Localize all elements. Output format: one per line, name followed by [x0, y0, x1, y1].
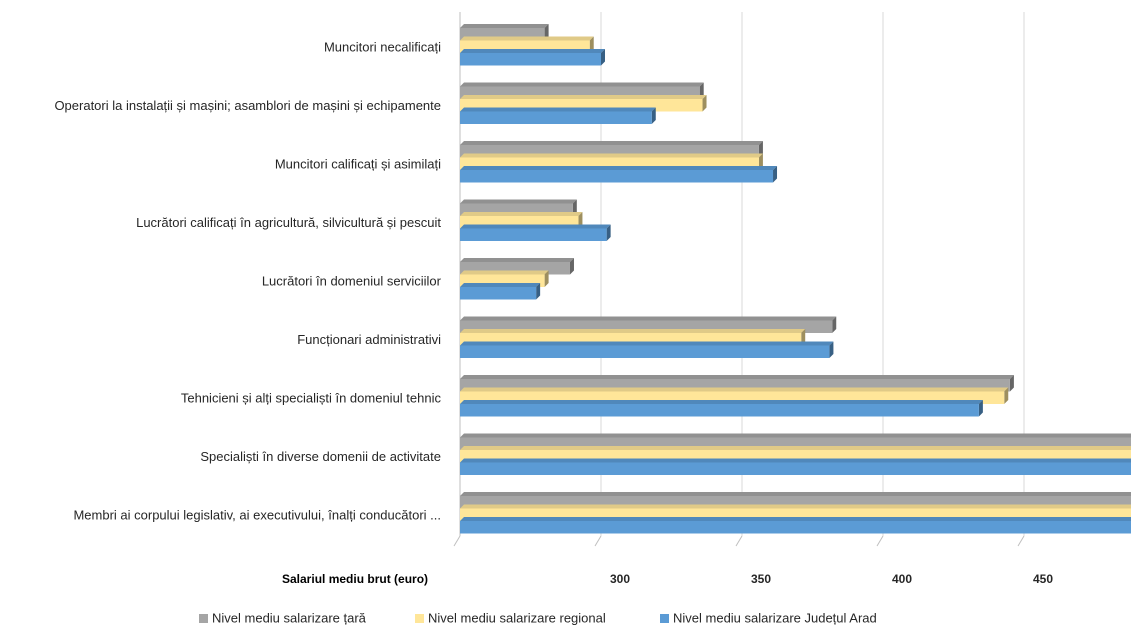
legend-item: Nivel mediu salarizare țară — [199, 611, 367, 626]
floor-tick — [453, 535, 461, 547]
bar — [460, 458, 1131, 475]
legend: Nivel mediu salarizare țară Nivel mediu s… — [199, 611, 877, 626]
category-label: Muncitori calificați și asimilați — [275, 156, 441, 171]
bar — [460, 166, 778, 183]
legend-item: Nivel mediu salarizare Județul Arad — [660, 611, 877, 626]
bar — [460, 224, 611, 241]
category-label: Membri ai corpului legislativ, ai execut… — [73, 507, 441, 522]
x-tick-labels: 300350400450500550600650 — [610, 572, 1053, 586]
legend-swatch — [415, 614, 424, 623]
legend-swatch — [660, 614, 669, 623]
legend-label: Nivel mediu salarizare Județul Arad — [673, 611, 877, 626]
bar — [460, 400, 983, 417]
floor-tick — [1017, 535, 1025, 547]
category-label: Lucrători în domeniul serviciilor — [262, 273, 442, 288]
bar — [460, 49, 605, 66]
x-tick-label: 350 — [751, 572, 771, 586]
bar — [460, 517, 1131, 534]
legend-label: Nivel mediu salarizare regional — [428, 611, 606, 626]
category-label: Lucrători calificați în agricultură, sil… — [136, 215, 441, 230]
floor-tick — [594, 535, 602, 547]
category-label: Specialiști în diverse domenii de activi… — [200, 449, 441, 464]
bars — [460, 24, 1131, 534]
legend-label: Nivel mediu salarizare țară — [212, 611, 367, 626]
floor-tick — [876, 535, 884, 547]
legend-swatch — [199, 614, 208, 623]
category-label: Funcționari administrativi — [297, 332, 441, 347]
bar — [460, 341, 834, 358]
bar — [460, 283, 541, 300]
category-label: Tehnicieni și alți specialiști în domeni… — [181, 390, 442, 405]
x-tick-label: 450 — [1033, 572, 1053, 586]
category-label: Operatori la instalații și mașini; asamb… — [54, 98, 441, 113]
category-label: Muncitori necalificați — [324, 39, 441, 54]
x-tick-label: 400 — [892, 572, 912, 586]
category-labels: Muncitori necalificați Operatori la insta… — [54, 39, 441, 522]
bar — [460, 107, 656, 124]
x-axis-title: Salariul mediu brut (euro) — [282, 572, 428, 586]
legend-item: Nivel mediu salarizare regional — [415, 611, 606, 626]
x-tick-label: 300 — [610, 572, 630, 586]
floor-tick — [735, 535, 743, 547]
